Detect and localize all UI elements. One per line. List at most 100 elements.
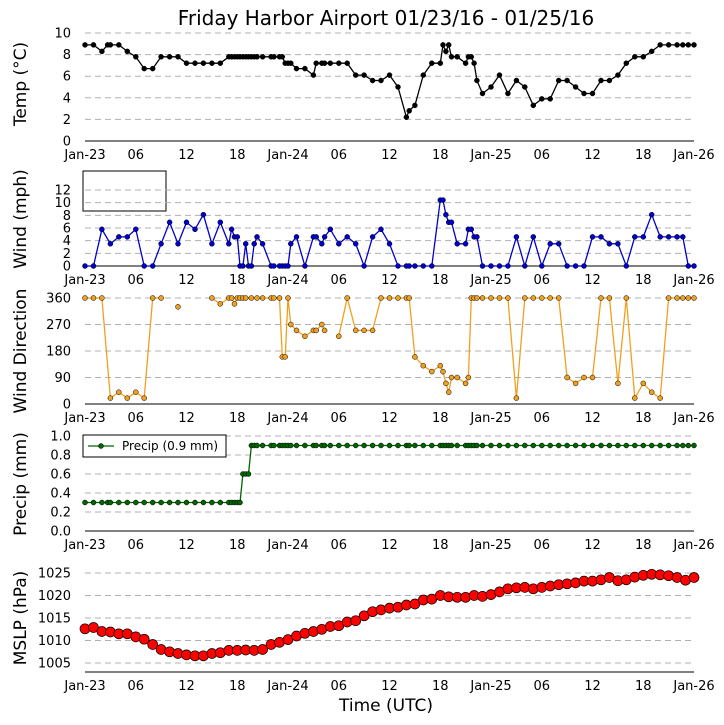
data-point <box>99 48 105 55</box>
data-point <box>547 241 553 247</box>
data-point <box>133 54 139 60</box>
data-point <box>674 234 680 240</box>
data-point <box>657 442 663 449</box>
data-point <box>648 442 655 449</box>
y-tick-label: 1.0 <box>50 430 71 445</box>
y-tick-label: 1010 <box>38 634 71 649</box>
data-point <box>522 263 528 269</box>
x-tick-label: 12 <box>584 411 601 426</box>
x-tick-label: Jan-23 <box>63 679 105 694</box>
data-point <box>445 42 452 48</box>
data-point <box>615 442 621 449</box>
y-axis-label: Wind Direction <box>11 289 31 414</box>
data-point <box>116 499 122 506</box>
data-point <box>124 499 131 506</box>
y-tick-label: 8 <box>63 48 71 63</box>
data-point <box>90 295 97 301</box>
data-point <box>572 263 579 269</box>
x-tick-label: 12 <box>178 679 195 694</box>
data-point <box>259 295 266 301</box>
data-point <box>369 442 376 449</box>
data-point <box>254 54 260 60</box>
data-point <box>321 60 328 66</box>
data-point <box>99 226 105 233</box>
data-point <box>674 442 680 449</box>
data-point <box>344 442 350 449</box>
data-point <box>513 77 520 84</box>
data-point <box>217 499 224 506</box>
data-point <box>496 263 503 269</box>
data-point <box>271 263 277 269</box>
x-tick-label: 06 <box>533 538 550 553</box>
data-point <box>133 226 139 233</box>
data-point <box>406 108 412 114</box>
data-point <box>251 241 257 247</box>
x-tick-label: 06 <box>533 679 550 694</box>
data-point <box>361 442 367 449</box>
data-point <box>321 234 328 240</box>
data-point <box>547 295 553 301</box>
data-point <box>175 499 181 506</box>
data-point <box>124 234 131 240</box>
x-tick-label: 18 <box>432 679 449 694</box>
data-point <box>648 48 655 55</box>
data-point <box>321 327 328 334</box>
data-point <box>254 295 260 301</box>
data-point <box>395 263 401 269</box>
data-point <box>420 263 427 269</box>
x-tick-label: 12 <box>178 411 195 426</box>
y-tick-label: 1005 <box>38 657 71 672</box>
y-tick-label: 2 <box>63 113 71 128</box>
data-point <box>147 639 159 650</box>
figure-title: Friday Harbor Airport 01/23/16 - 01/25/1… <box>178 6 594 30</box>
data-point <box>615 241 621 247</box>
data-point <box>581 90 587 97</box>
data-point <box>302 65 308 72</box>
data-point <box>547 96 553 102</box>
panel-4: 0.0 0.2 0.4 0.6 0.8 1.0 Jan-23 06 12 18 Jan-24 06 12… <box>11 430 715 554</box>
data-point <box>369 327 376 334</box>
data-point <box>386 241 393 247</box>
x-tick-label: 12 <box>381 538 398 553</box>
data-point <box>358 610 370 622</box>
data-point <box>200 499 207 506</box>
x-tick-label: Jan-26 <box>672 273 714 288</box>
data-point <box>259 241 266 247</box>
data-point <box>412 354 418 360</box>
data-point <box>183 60 190 66</box>
x-tick-label: Jan-24 <box>266 273 308 288</box>
data-point <box>336 442 342 449</box>
data-point <box>505 442 511 449</box>
data-point <box>327 60 334 66</box>
data-point <box>336 241 342 247</box>
data-point <box>488 442 494 449</box>
y-tick-label: 10 <box>54 196 71 211</box>
data-point <box>228 295 235 301</box>
x-tick-label: Jan-25 <box>469 538 511 553</box>
x-tick-label: 06 <box>533 273 550 288</box>
data-point <box>217 301 224 307</box>
y-tick-label: 6 <box>63 70 71 85</box>
data-point <box>237 499 243 506</box>
data-point <box>302 442 308 449</box>
data-point <box>685 42 692 48</box>
data-point <box>648 389 655 395</box>
data-point <box>412 442 418 449</box>
data-point <box>685 263 692 269</box>
data-point <box>448 54 455 60</box>
data-point <box>240 263 246 269</box>
series-line <box>85 297 694 401</box>
data-point <box>443 48 449 55</box>
data-point <box>412 102 418 109</box>
data-point <box>192 499 198 506</box>
data-point <box>657 42 663 48</box>
data-point <box>685 295 692 301</box>
data-point <box>82 42 88 48</box>
data-point <box>454 54 460 60</box>
data-point <box>454 241 460 247</box>
data-point <box>403 114 410 120</box>
data-point <box>279 54 286 60</box>
data-point <box>440 197 446 203</box>
data-point <box>691 42 697 48</box>
data-point <box>319 241 325 247</box>
